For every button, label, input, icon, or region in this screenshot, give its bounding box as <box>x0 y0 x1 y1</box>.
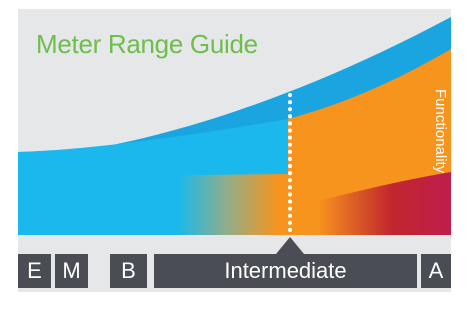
segment-e-label: E <box>27 258 42 283</box>
segment-b-label: B <box>121 258 136 283</box>
functionality-curve-highlight <box>18 119 288 177</box>
advanced-band <box>318 172 451 235</box>
functionality-curve-diagram <box>18 17 451 254</box>
meter-range-guide: Meter Range Guide Functionality E M B In… <box>18 9 451 292</box>
segment-intermediate-label: Intermediate <box>224 258 347 283</box>
guide-title: Meter Range Guide <box>36 29 258 59</box>
segment-intermediate: Intermediate <box>154 254 417 288</box>
segment-a: A <box>421 254 451 288</box>
segment-a-label: A <box>428 258 444 283</box>
segment-b: B <box>110 254 147 288</box>
marker-pointer <box>276 237 304 254</box>
functionality-axis-label: Functionality <box>432 89 449 174</box>
segment-e: E <box>18 254 51 288</box>
segment-m-label: M <box>62 258 81 283</box>
segment-m: M <box>55 254 88 288</box>
